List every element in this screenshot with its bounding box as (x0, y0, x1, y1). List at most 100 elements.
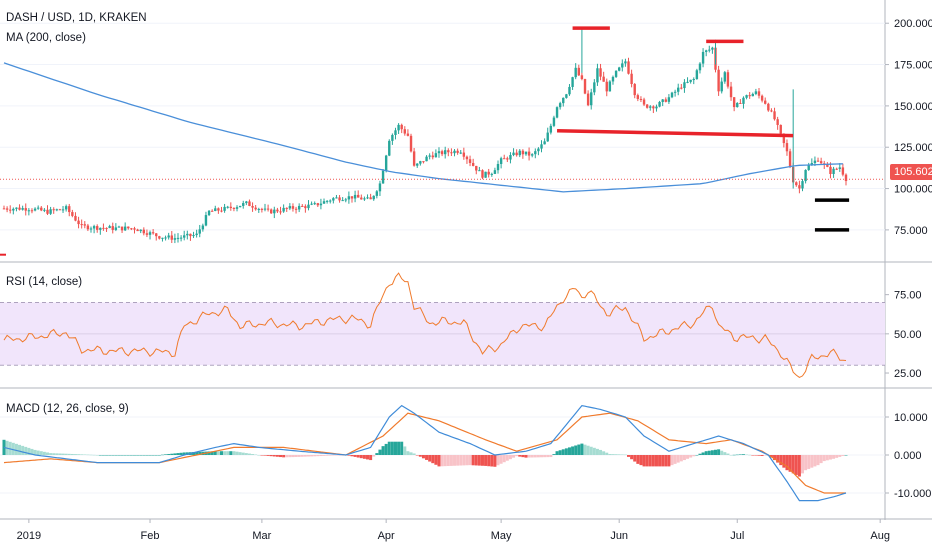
macd-histogram-bar (627, 455, 631, 457)
macd-histogram-bar (530, 455, 534, 458)
macd-histogram-bar (471, 455, 475, 466)
candle-body (36, 207, 40, 209)
candle-body (527, 151, 531, 156)
candle-body (356, 194, 360, 198)
candle-body (108, 226, 111, 229)
candle-body (652, 106, 655, 109)
candle-body (742, 97, 745, 104)
macd-histogram-bar (58, 453, 62, 455)
candle-body (139, 229, 142, 232)
macd-histogram-bar (105, 455, 109, 456)
macd-histogram-bar (735, 454, 739, 456)
candle-body (602, 76, 605, 82)
candle-body (816, 160, 820, 162)
candle-body (683, 82, 686, 89)
macd-histogram-bar (254, 454, 258, 456)
candle-body (512, 152, 515, 156)
time-tick-label: 2019 (17, 530, 41, 542)
macd-histogram-bar (108, 455, 112, 456)
macd-histogram-bar (536, 455, 540, 458)
macd-histogram-bar (421, 455, 425, 459)
macd-histogram-bar (810, 455, 814, 468)
candle-body (176, 237, 180, 239)
candle-body (537, 148, 540, 152)
candle-body (276, 209, 279, 212)
candle-body (636, 95, 640, 99)
candle-body (549, 125, 553, 133)
candle-body (74, 215, 77, 221)
candle-body (416, 163, 419, 166)
price-tick-label: 75.000 (894, 225, 928, 237)
macd-histogram-bar (484, 455, 488, 466)
candle-body (279, 211, 282, 213)
candle-body (593, 82, 596, 93)
candle-body (760, 95, 764, 101)
candle-body (437, 151, 441, 154)
candle-body (829, 166, 832, 174)
macd-histogram-bar (437, 455, 441, 467)
candle-body (350, 196, 354, 199)
macd-histogram-bar (732, 454, 736, 456)
candle-body (251, 205, 254, 208)
candle-body (254, 207, 257, 210)
candle-body (471, 162, 475, 166)
macd-histogram-bar (18, 444, 22, 455)
candle-body (580, 75, 584, 80)
candle-body (353, 194, 357, 199)
candle-body (96, 226, 99, 230)
candle-body (621, 63, 624, 68)
macd-histogram-bar (393, 441, 397, 455)
candle-body (478, 170, 481, 172)
candle-body (493, 170, 497, 174)
macd-histogram-bar (331, 455, 335, 456)
candle-body (701, 51, 705, 64)
candle-body (245, 201, 248, 204)
macd-histogram-bar (549, 455, 553, 458)
macd-histogram-bar (49, 453, 53, 455)
candle-body (680, 87, 683, 89)
macd-histogram-bar (499, 455, 503, 464)
macd-histogram-bar (372, 455, 376, 457)
macd-histogram-bar (465, 455, 469, 466)
macd-histogram-bar (64, 453, 68, 455)
candle-body (440, 151, 444, 155)
macd-histogram-bar (266, 455, 270, 456)
candle-body (394, 130, 397, 135)
candle-body (453, 150, 456, 154)
macd-histogram-bar (406, 451, 410, 455)
macd-histogram-bar (773, 455, 777, 461)
macd-histogram-bar (275, 455, 279, 457)
candle-body (695, 70, 699, 80)
macd-histogram-bar (294, 455, 298, 457)
candle-body (220, 210, 223, 212)
candle-body (186, 233, 189, 236)
macd-histogram-bar (651, 455, 655, 467)
macd-histogram-bar (502, 455, 506, 463)
candle-body (344, 199, 347, 201)
rsi-tick-label: 75.00 (894, 290, 922, 302)
candle-body (515, 152, 518, 156)
macd-histogram-bar (73, 454, 77, 455)
candle-body (844, 174, 848, 182)
macd-histogram-bar (813, 455, 817, 467)
candle-body (835, 168, 838, 170)
candle-body (732, 97, 736, 108)
macd-histogram-bar (714, 449, 718, 455)
candle-body (133, 228, 136, 230)
macd-histogram-bar (384, 443, 388, 455)
macd-histogram-bar (192, 452, 196, 455)
time-tick-label: Apr (378, 530, 395, 542)
macd-histogram-bar (425, 455, 429, 460)
macd-histogram-bar (832, 455, 836, 459)
candle-body (388, 140, 391, 156)
candle-body (304, 206, 307, 209)
candle-body (332, 198, 335, 201)
candle-body (120, 226, 124, 231)
candle-body (58, 209, 62, 211)
candle-body (123, 226, 127, 231)
candle-body (260, 208, 264, 210)
macd-histogram-bar (682, 455, 686, 461)
macd-histogram-bar (754, 455, 758, 456)
candle-body (52, 209, 55, 211)
candle-body (611, 76, 615, 82)
